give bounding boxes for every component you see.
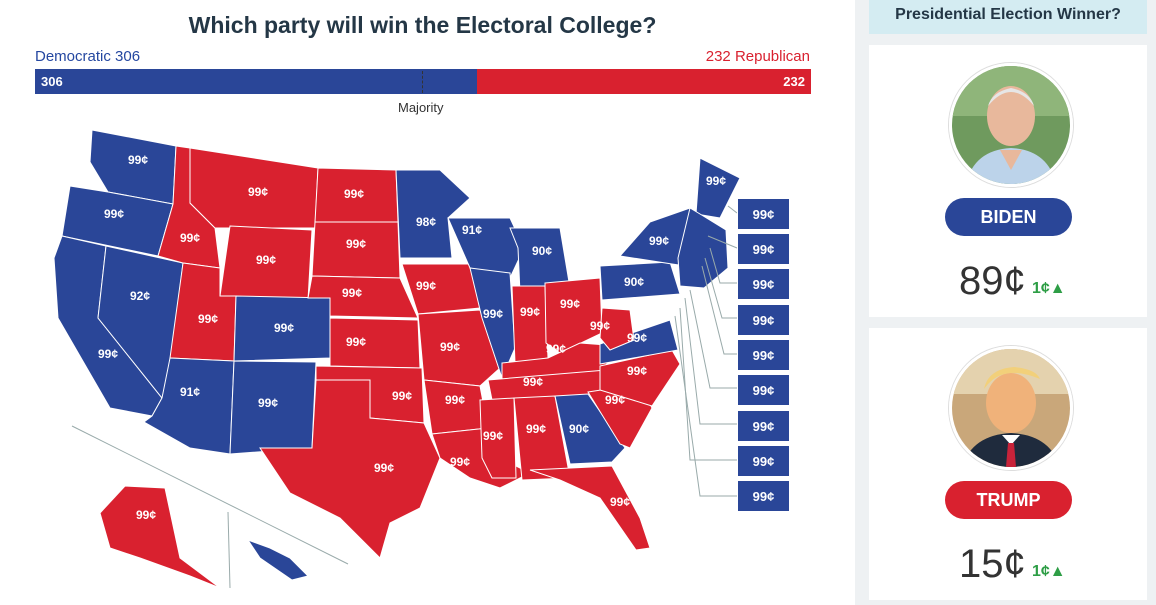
small-state-box[interactable]: 99¢ [737,480,790,512]
state-wv[interactable] [599,307,635,351]
price-ky: 99¢ [546,342,566,356]
state-ga[interactable] [554,393,626,465]
democratic-bar-segment: 306 [35,69,477,94]
trump-photo-icon [952,349,1070,467]
price-wi: 91¢ [462,223,482,237]
state-ak[interactable] [99,485,221,589]
state-me[interactable] [695,157,741,219]
price-ne: 99¢ [342,286,362,300]
state-pa[interactable] [599,261,681,301]
price-nc: 99¢ [627,364,647,378]
price-wa: 99¢ [128,153,148,167]
state-ar[interactable] [423,379,489,435]
price-nv: 92¢ [130,289,150,303]
us-electoral-map: .d{fill:#2a4698;stroke:#fff;stroke-width… [53,129,741,589]
democratic-total-label: Democratic 306 [35,48,141,65]
price-mt: 99¢ [248,185,268,199]
price-sc: 99¢ [605,393,625,407]
small-state-leaders [674,205,738,497]
price-ak: 99¢ [136,508,156,522]
avatar [949,346,1073,470]
price-sd: 99¢ [346,237,366,251]
state-ia[interactable] [401,263,481,315]
small-state-box[interactable]: 99¢ [737,268,790,300]
price-wv: 99¢ [590,319,610,333]
price-mi: 90¢ [532,244,552,258]
republican-total-label: 232 Republican [705,48,810,65]
price-nd: 99¢ [344,187,364,201]
small-state-box[interactable]: 99¢ [737,445,790,477]
state-ks[interactable] [329,317,421,369]
price-ia: 99¢ [416,279,436,293]
price-wy: 99¢ [256,253,276,267]
main-panel: Which party will win the Electoral Colle… [35,12,811,589]
price-oh: 99¢ [560,297,580,311]
candidate-card-biden[interactable]: BIDEN 89¢ 1¢▲ [869,45,1147,317]
avatar [949,63,1073,187]
price-in: 99¢ [520,305,540,319]
price-ca: 99¢ [98,347,118,361]
state-in[interactable] [511,285,549,364]
price-ok: 99¢ [392,389,412,403]
candidate-name-pill[interactable]: TRUMP [945,481,1072,519]
state-mn[interactable] [395,169,471,259]
price-nm: 99¢ [258,396,278,410]
state-tx[interactable] [259,379,441,559]
electoral-tally-bar: 306 232 [35,69,811,94]
price-pa: 90¢ [624,275,644,289]
republican-bar-value: 232 [783,74,805,89]
state-hi[interactable] [246,539,309,581]
price-il: 99¢ [483,307,503,321]
small-state-box[interactable]: 99¢ [737,339,790,371]
biden-photo-icon [952,66,1070,184]
price-me: 99¢ [706,174,726,188]
state-va[interactable] [599,319,679,365]
price-ks: 99¢ [346,335,366,349]
state-ne[interactable] [307,275,419,319]
price-tn: 99¢ [523,375,543,389]
price-ga: 90¢ [569,422,589,436]
small-state-box[interactable]: 99¢ [737,374,790,406]
price-ny: 99¢ [649,234,669,248]
price-ut: 99¢ [198,312,218,326]
small-state-box[interactable]: 99¢ [737,304,790,336]
price-change: 1¢▲ [1032,280,1066,297]
price-va: 99¢ [627,331,647,345]
price-mo: 99¢ [440,340,460,354]
price-change: 1¢▲ [1032,563,1066,580]
democratic-bar-value: 306 [41,74,63,89]
state-fl[interactable] [529,465,651,551]
candidate-price: 89¢ [959,259,1026,303]
price-tx: 99¢ [374,461,394,475]
price-co: 99¢ [274,321,294,335]
small-state-box[interactable]: 99¢ [737,233,790,265]
state-wi[interactable] [447,217,525,279]
state-mo[interactable] [417,309,501,387]
price-or: 99¢ [104,207,124,221]
candidate-price: 15¢ [959,542,1026,586]
state-ms[interactable] [479,397,517,479]
price-al: 99¢ [526,422,546,436]
page-title: Which party will win the Electoral Colle… [188,12,657,38]
small-state-box[interactable]: 99¢ [737,198,790,230]
sidebar-header: Presidential Election Winner? [869,0,1147,34]
candidate-name-pill[interactable]: BIDEN [945,198,1072,236]
small-state-box[interactable]: 99¢ [737,410,790,442]
winner-sidebar: Presidential Election Winner? BIDEN 89¢ … [855,0,1156,605]
price-az: 91¢ [180,385,200,399]
majority-marker [422,71,423,93]
candidate-card-trump[interactable]: TRUMP 15¢ 1¢▲ [869,328,1147,600]
price-ms: 99¢ [483,429,503,443]
price-id: 99¢ [180,231,200,245]
price-ar: 99¢ [445,393,465,407]
price-mn: 98¢ [416,215,436,229]
price-fl: 99¢ [610,495,630,509]
price-la: 99¢ [450,455,470,469]
majority-label: Majority [398,100,444,115]
republican-bar-segment: 232 [476,69,811,94]
